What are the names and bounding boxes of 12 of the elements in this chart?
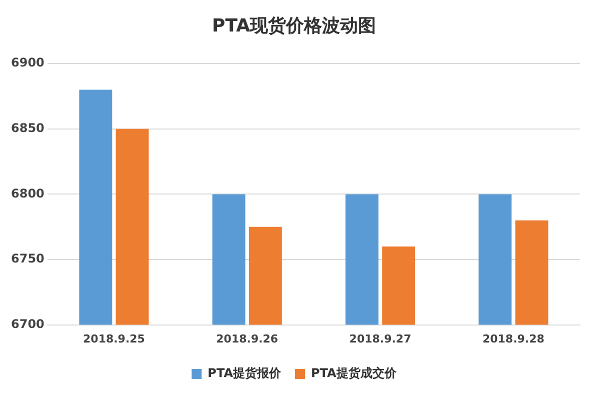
chart-title: PTA现货价格波动图 [212,15,376,36]
y-tick-label: 6800 [10,186,44,200]
y-tick-label: 6750 [10,252,44,266]
legend-label: PTA提货成交价 [311,366,398,380]
y-tick-label: 6700 [10,316,44,331]
x-tick-label: 2018.9.27 [349,332,412,346]
y-tick-label: 6900 [10,56,44,70]
x-tick-label: 2018.9.28 [482,332,544,346]
x-tick-label: 2018.9.26 [216,332,278,346]
x-tick-label: 2018.9.25 [83,332,145,346]
y-tick-label: 6850 [10,121,44,136]
legend-label: PTA提货报价 [208,366,282,380]
